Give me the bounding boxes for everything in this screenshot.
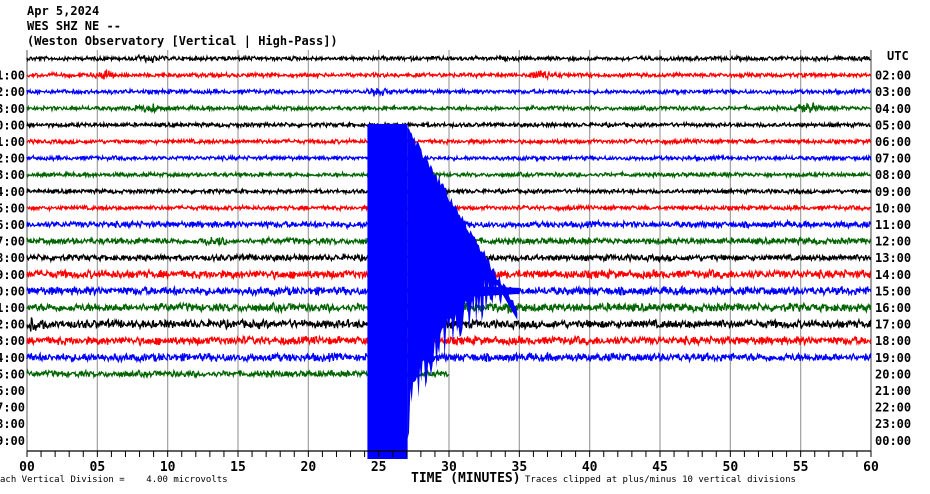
clip-note: Traces clipped at plus/minus 10 vertical… — [525, 475, 796, 485]
trace-row-08:00 — [26, 170, 871, 180]
right-hour-label: 03:00 — [875, 85, 911, 99]
left-hour-label: 2:00 — [0, 318, 25, 332]
left-hour-label: 4:00 — [0, 185, 25, 199]
x-tick-label: 40 — [582, 460, 598, 475]
x-tick-label: 10 — [160, 460, 176, 475]
left-hour-label: 5:00 — [0, 367, 25, 381]
right-hour-label: 15:00 — [875, 284, 911, 298]
right-hour-label: 02:00 — [875, 69, 911, 83]
right-hour-label: 23:00 — [875, 417, 911, 431]
description-label: (Weston Observatory [Vertical | High-Pas… — [27, 34, 338, 48]
trace-row-03:00 — [26, 87, 872, 98]
trace-row-19:00 — [26, 351, 872, 364]
right-hour-label: 05:00 — [875, 118, 911, 132]
event-tail — [434, 284, 520, 299]
right-hour-label: 10:00 — [875, 201, 911, 215]
left-hour-label: 5:00 — [0, 201, 25, 215]
left-hour-label: 1:00 — [0, 135, 25, 149]
left-hour-label: 2:00 — [0, 152, 25, 166]
right-hour-label: 17:00 — [875, 318, 911, 332]
right-hour-label: 18:00 — [875, 334, 911, 348]
utc-axis-title: UTC — [887, 49, 909, 63]
x-tick-label: 45 — [652, 460, 668, 475]
right-hour-label: 08:00 — [875, 168, 911, 182]
date-label: Apr 5,2024 — [27, 4, 100, 18]
left-hour-label: 3:00 — [0, 168, 25, 182]
right-hour-label: 22:00 — [875, 401, 911, 415]
x-tick-label: 30 — [441, 460, 457, 475]
x-axis-title: TIME (MINUTES) — [411, 471, 521, 486]
left-hour-label: 3:00 — [0, 334, 25, 348]
right-hour-label: 04:00 — [875, 102, 911, 116]
trace-row-01:00 — [26, 53, 871, 64]
trace-row-05:00 — [26, 120, 871, 130]
left-hour-label: 0:00 — [0, 118, 25, 132]
right-hour-label: 09:00 — [875, 185, 911, 199]
trace-row-02:00 — [26, 69, 872, 82]
left-hour-label: 6:00 — [0, 384, 25, 398]
left-hour-label: 4:00 — [0, 351, 25, 365]
right-hour-label: 13:00 — [875, 251, 911, 265]
left-hour-label: 7:00 — [0, 235, 25, 249]
trace-row-09:00 — [26, 186, 872, 196]
x-tick-label: 15 — [230, 460, 246, 475]
x-tick-label: 60 — [863, 460, 879, 475]
left-hour-label: 1:00 — [0, 69, 25, 83]
left-hour-label: 6:00 — [0, 218, 25, 232]
left-hour-label: 1:00 — [0, 301, 25, 315]
trace-row-06:00 — [26, 136, 872, 147]
station-label: WES SHZ NE -- — [27, 19, 121, 33]
right-hour-label: 16:00 — [875, 301, 911, 315]
right-hour-label: 19:00 — [875, 351, 911, 365]
trace-row-04:00 — [26, 102, 872, 115]
left-hour-label: 0:00 — [0, 284, 25, 298]
event-coda — [407, 124, 518, 439]
x-tick-label: 25 — [371, 460, 387, 475]
x-tick-label: 00 — [19, 460, 35, 475]
left-hour-label: 8:00 — [0, 251, 25, 265]
right-hour-label: 20:00 — [875, 367, 911, 381]
x-tick-label: 50 — [723, 460, 739, 475]
x-tick-label: 05 — [90, 460, 106, 475]
right-hour-label: 12:00 — [875, 235, 911, 249]
x-tick-label: 20 — [301, 460, 317, 475]
right-hour-label: 06:00 — [875, 135, 911, 149]
trace-row-07:00 — [26, 153, 872, 163]
left-hour-label: 7:00 — [0, 401, 25, 415]
x-tick-label: 35 — [512, 460, 528, 475]
left-hour-label: 9:00 — [0, 434, 25, 448]
right-hour-label: 21:00 — [875, 384, 911, 398]
x-tick-label: 55 — [793, 460, 809, 475]
left-hour-label: 2:00 — [0, 85, 25, 99]
left-hour-label: 8:00 — [0, 417, 25, 431]
scale-note: ach Vertical Division = 4.00 microvolts — [0, 475, 228, 485]
left-hour-label: 9:00 — [0, 268, 25, 282]
right-hour-label: 07:00 — [875, 152, 911, 166]
right-hour-label: 11:00 — [875, 218, 911, 232]
right-hour-label: 14:00 — [875, 268, 911, 282]
event-clipped-block — [367, 124, 408, 459]
trace-row-18:00 — [26, 334, 872, 348]
right-hour-label: 00:00 — [875, 434, 911, 448]
left-hour-label: 3:00 — [0, 102, 25, 116]
